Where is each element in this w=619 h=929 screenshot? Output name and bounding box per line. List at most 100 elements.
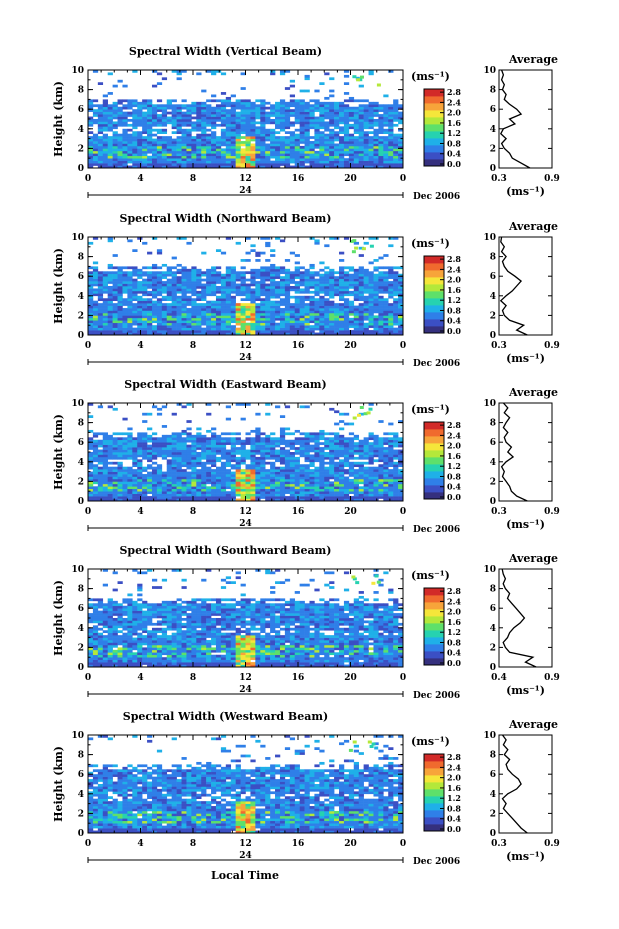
heatmap-cell <box>279 239 286 243</box>
heatmap-cell <box>319 315 325 319</box>
heatmap-cell <box>196 133 202 137</box>
heatmap-cell <box>191 286 197 289</box>
heatmap-cell <box>358 138 364 142</box>
heatmap-cell <box>289 278 296 282</box>
heatmap-cell <box>348 491 355 494</box>
heatmap-cell <box>329 312 335 316</box>
heatmap-cell <box>398 276 404 279</box>
heatmap-cell <box>363 138 369 142</box>
heatmap-cell <box>383 315 389 319</box>
heatmap-cell <box>137 141 143 144</box>
heatmap-cell <box>270 153 276 157</box>
profile-x-axis-label: (ms⁻¹) <box>506 352 545 365</box>
heatmap-cell <box>102 143 108 147</box>
heatmap-cell <box>122 300 128 304</box>
heatmap-cell <box>294 466 300 470</box>
heatmap-cell <box>388 483 394 487</box>
heatmap-cell <box>378 456 384 460</box>
heatmap-cell <box>102 155 108 159</box>
heatmap-cell <box>211 486 217 490</box>
heatmap-cell <box>171 286 177 289</box>
heatmap-cell <box>314 278 320 282</box>
heatmap-cell <box>353 106 359 110</box>
heatmap-cell <box>171 266 177 270</box>
heatmap-cell <box>398 325 404 328</box>
heatmap-cell <box>147 133 153 137</box>
heatmap-cell <box>270 325 276 328</box>
heatmap-cell <box>176 464 182 467</box>
heatmap-cell <box>151 138 158 142</box>
heatmap-cell <box>122 308 128 311</box>
heatmap-cell <box>358 141 364 144</box>
heatmap-cell <box>309 493 315 497</box>
heatmap-cell <box>132 165 138 169</box>
heatmap-cell <box>196 143 202 147</box>
heatmap-cell <box>171 148 177 152</box>
heatmap-cell <box>368 101 374 105</box>
heatmap-cell <box>142 116 148 120</box>
heatmap-cell <box>353 138 359 142</box>
heatmap-cell <box>265 325 271 328</box>
heatmap-cell <box>289 158 296 161</box>
heatmap-cell <box>235 133 241 137</box>
heatmap-cell <box>260 312 266 316</box>
heatmap-cell <box>299 104 305 108</box>
heatmap-cell <box>127 111 133 115</box>
heatmap-cell <box>373 293 379 297</box>
heatmap-cell <box>304 312 310 316</box>
heatmap-cell <box>289 488 296 492</box>
heatmap-cell <box>186 474 192 477</box>
heatmap-cell <box>92 300 99 304</box>
heatmap-cell <box>230 138 236 142</box>
heatmap-cell <box>260 145 266 149</box>
heatmap-cell <box>151 114 158 117</box>
heatmap-cell <box>137 320 143 324</box>
heatmap-cell <box>255 281 261 284</box>
heatmap-cell <box>343 476 350 480</box>
heatmap-cell <box>201 478 207 482</box>
heatmap-cell <box>383 114 389 117</box>
heatmap-cell <box>117 293 123 297</box>
heatmap-cell <box>166 163 172 166</box>
heatmap-cell <box>245 295 251 299</box>
heatmap-cell <box>353 283 359 287</box>
heatmap-cell <box>373 483 379 487</box>
heatmap-cell <box>122 145 128 149</box>
heatmap-cell <box>294 447 300 450</box>
heatmap-cell <box>284 271 291 275</box>
heatmap-cell <box>279 330 286 333</box>
heatmap-cell <box>353 121 359 125</box>
heatmap-cell <box>294 128 300 132</box>
heatmap-cell <box>304 481 310 485</box>
heatmap-cell <box>255 136 261 139</box>
heatmap-cell <box>230 283 236 287</box>
heatmap-cell <box>191 160 197 164</box>
heatmap-cell <box>107 295 113 299</box>
heatmap-cell <box>363 99 369 103</box>
heatmap-cell <box>329 143 335 147</box>
heatmap-cell <box>181 303 187 306</box>
heatmap-cell <box>383 271 389 275</box>
heatmap-cell <box>319 466 325 470</box>
heatmap-cell <box>211 476 217 480</box>
heatmap-cell <box>186 288 192 292</box>
heatmap-cell <box>314 305 320 309</box>
heatmap-cell <box>191 138 197 142</box>
heatmap-cell <box>250 332 256 336</box>
heatmap-cell <box>339 322 345 326</box>
heatmap-cell <box>171 327 177 331</box>
heatmap-cell <box>156 114 163 117</box>
heatmap-cell <box>220 454 227 458</box>
heatmap-cell <box>220 286 227 289</box>
heatmap-cell <box>398 295 404 299</box>
heatmap-cell <box>97 471 104 475</box>
heatmap-cell <box>279 266 286 270</box>
heatmap-cell <box>343 82 350 85</box>
heatmap-cell <box>92 330 99 333</box>
heatmap-cell <box>260 237 266 240</box>
heatmap-cell <box>225 101 232 105</box>
heatmap-cell <box>201 288 207 292</box>
heatmap-cell <box>358 133 364 137</box>
heatmap-cell <box>176 104 182 108</box>
heatmap-cell <box>289 332 296 336</box>
